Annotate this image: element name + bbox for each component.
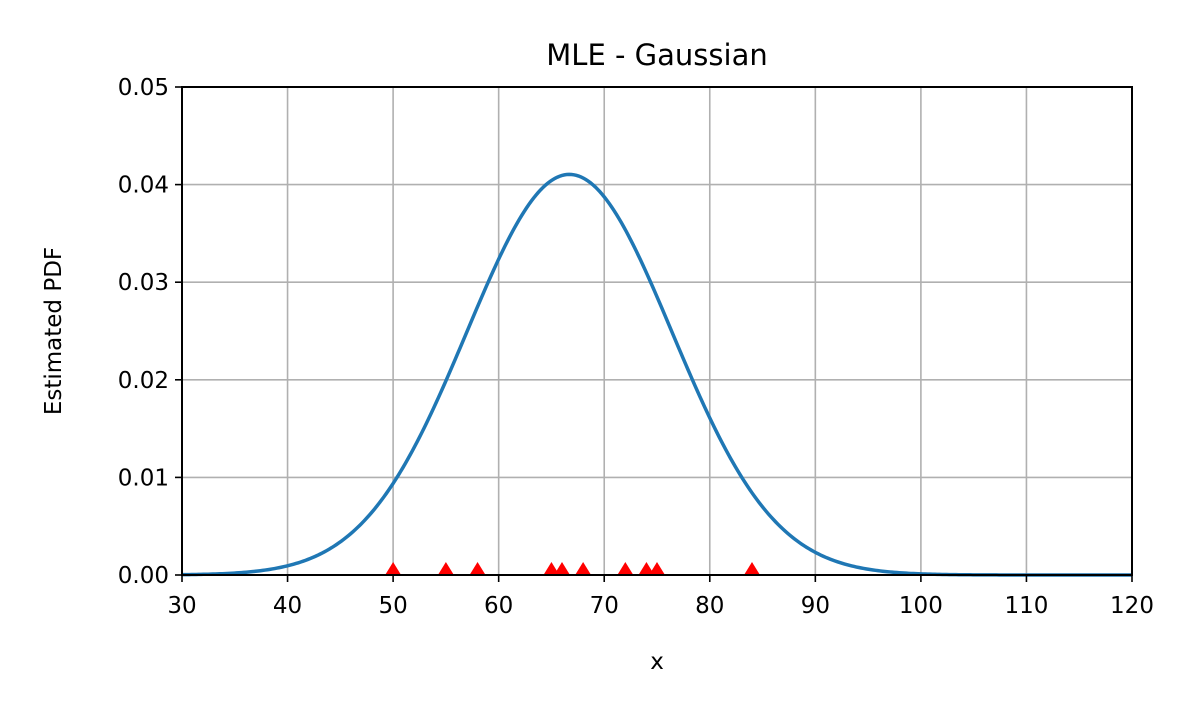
sample-marker — [437, 562, 454, 575]
x-tick-label: 120 — [1110, 593, 1154, 619]
chart-title: MLE - Gaussian — [546, 38, 767, 72]
y-tick-label: 0.02 — [118, 368, 169, 394]
x-tick-label: 100 — [899, 593, 943, 619]
pdf-curve — [181, 172, 1132, 577]
sample-marker — [469, 562, 486, 575]
y-axis-ticks: 0.00 0.01 0.02 0.03 0.04 0.05 — [118, 75, 182, 589]
x-axis-ticks: 30 40 50 60 70 80 90 100 110 120 — [167, 575, 1154, 619]
y-tick-label: 0.04 — [118, 173, 169, 199]
y-tick-label: 0.05 — [118, 75, 169, 101]
plot-frame — [181, 86, 1133, 576]
x-tick-label: 50 — [378, 593, 407, 619]
x-tick-label: 90 — [801, 593, 830, 619]
x-tick-label: 60 — [484, 593, 513, 619]
curve-layer — [181, 172, 1132, 577]
y-tick-label: 0.01 — [118, 465, 169, 491]
sample-marker — [638, 562, 655, 575]
x-tick-label: 80 — [695, 593, 724, 619]
sample-markers — [385, 562, 760, 575]
y-axis-label: Estimated PDF — [41, 247, 67, 415]
sample-marker — [575, 562, 592, 575]
sample-marker — [554, 562, 570, 575]
x-axis-label: x — [650, 649, 664, 675]
y-tick-label: 0.00 — [118, 563, 169, 589]
sample-marker — [543, 562, 560, 575]
y-tick-label: 0.03 — [118, 270, 169, 296]
x-tick-label: 70 — [590, 593, 619, 619]
sample-marker — [385, 562, 402, 575]
sample-marker — [617, 562, 634, 575]
grid-lines — [181, 86, 1133, 576]
x-tick-label: 110 — [1004, 593, 1048, 619]
sample-marker — [744, 562, 760, 575]
x-tick-label: 30 — [167, 593, 196, 619]
sample-marker — [649, 562, 665, 575]
x-tick-label: 40 — [273, 593, 302, 619]
